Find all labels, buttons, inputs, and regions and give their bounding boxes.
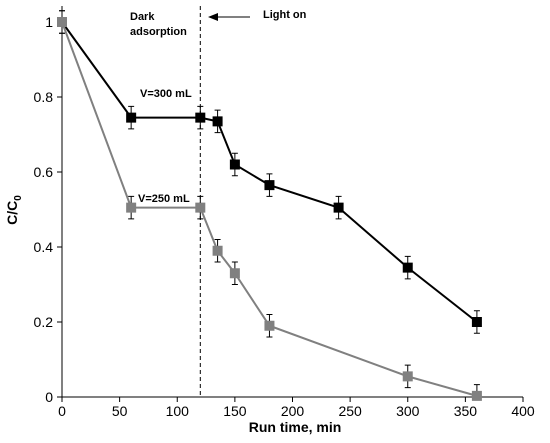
data-point xyxy=(126,202,137,213)
y-tick-label: 0.2 xyxy=(34,314,54,330)
data-point xyxy=(264,180,275,191)
data-point xyxy=(212,245,223,256)
data-point xyxy=(57,17,67,27)
x-tick-label: 200 xyxy=(281,403,305,419)
y-axis-title-sub: 0 xyxy=(13,195,24,201)
series-label-250ml: V=250 mL xyxy=(138,193,190,205)
y-tick-label: 0.8 xyxy=(34,89,54,105)
y-tick-label: 0.4 xyxy=(34,239,54,255)
dark-adsorption-label-line1: Dark xyxy=(130,11,155,23)
data-point xyxy=(333,202,344,213)
series-line xyxy=(61,21,478,323)
data-point xyxy=(195,202,206,213)
y-tick-label: 0 xyxy=(45,389,53,405)
y-tick-label: 1 xyxy=(45,14,53,30)
x-tick-label: 400 xyxy=(511,403,535,419)
plot-area: 0 50 100 150 200 250 300 350 400 0 0.2 0.4 0.6 0.8 1 xyxy=(34,6,535,419)
data-point xyxy=(229,159,240,170)
x-tick-label: 300 xyxy=(396,403,420,419)
y-tick-label: 0.6 xyxy=(34,164,54,180)
data-point xyxy=(402,371,413,382)
x-tick-label: 150 xyxy=(223,403,247,419)
x-tick-label: 50 xyxy=(112,403,128,419)
data-point xyxy=(126,112,137,123)
light-on-label: Light on xyxy=(263,9,307,21)
data-point xyxy=(229,268,240,279)
x-tick-label: 350 xyxy=(454,403,478,419)
x-tick-label: 250 xyxy=(338,403,362,419)
data-point xyxy=(195,112,206,123)
x-tick-label: 100 xyxy=(166,403,190,419)
data-point xyxy=(471,390,482,401)
data-point xyxy=(402,262,413,273)
data-point xyxy=(264,320,275,331)
x-tick-label: 0 xyxy=(58,403,66,419)
data-point xyxy=(212,116,223,127)
data-point xyxy=(471,317,482,327)
y-axis-title: C/C0 xyxy=(4,195,24,225)
series-label-300ml: V=300 mL xyxy=(140,88,192,100)
dark-adsorption-label-line2: adsorption xyxy=(130,26,187,38)
x-axis-title: Run time, min xyxy=(249,419,342,435)
light-on-arrowhead xyxy=(208,13,218,21)
series-line xyxy=(61,21,478,397)
y-axis-title-main: C/C xyxy=(4,201,20,225)
